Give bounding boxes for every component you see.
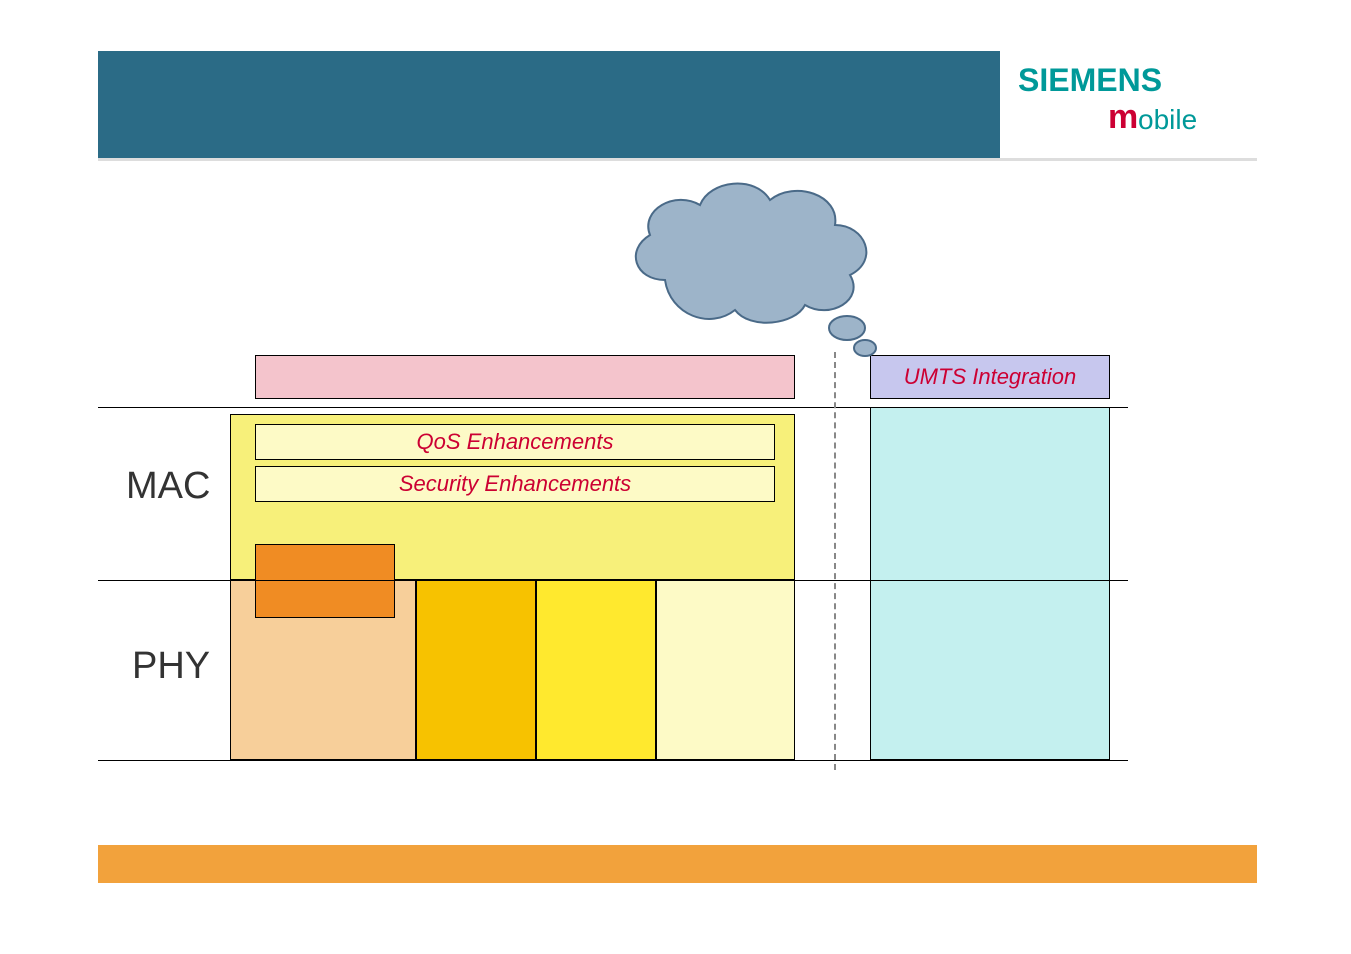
header-rule [98,158,1257,161]
row-line-mid [98,580,1128,581]
qos-label: QoS Enhancements [417,429,614,455]
footer-bar [98,845,1257,883]
orange-overlap-box [255,544,395,618]
phy-col-4 [656,580,795,760]
cloud-icon [595,170,905,370]
security-bar: Security Enhancements [255,466,775,502]
logo-mobile-rest: obile [1138,104,1197,136]
umts-label: UMTS Integration [904,364,1076,390]
mac-row-label: MAC [126,465,210,508]
logo-siemens-text: SIEMENS [1018,62,1162,99]
row-line-bottom [98,760,1128,761]
security-label: Security Enhancements [399,471,631,497]
phy-col-3 [536,580,656,760]
vertical-dash [834,352,836,770]
qos-bar: QoS Enhancements [255,424,775,460]
umts-box: UMTS Integration [870,355,1110,399]
slide: SIEMENS m obile QoS Enhancements Securit… [0,0,1351,954]
row-line-top [98,407,1128,408]
phy-col-2 [416,580,536,760]
logo-mobile-m: m [1108,98,1138,137]
right-tall-column [870,407,1110,760]
phy-row-label: PHY [132,645,210,688]
